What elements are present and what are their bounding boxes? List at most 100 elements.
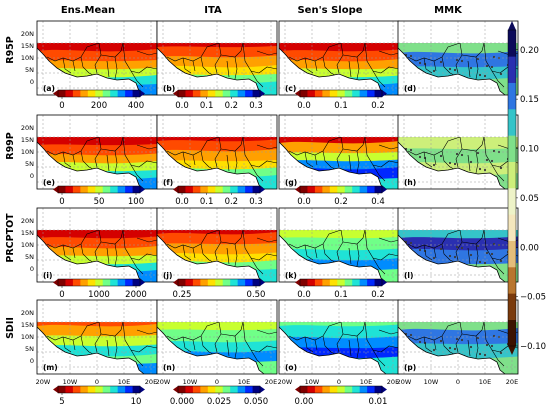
colorbar-tick-label: 0.0	[297, 101, 311, 111]
colorbar-tick-label: 0.000	[170, 397, 194, 407]
significance-dot	[432, 256, 436, 260]
country-borders	[166, 230, 277, 275]
panel-label: (f)	[163, 178, 173, 187]
significance-dot	[499, 72, 503, 76]
significance-dot	[453, 347, 457, 351]
significance-dot	[483, 353, 487, 357]
graticule	[37, 21, 157, 95]
significance-dot	[476, 57, 480, 61]
significance-dot	[453, 68, 457, 72]
colorbar-1-2: 0.0 0.2 0.4	[295, 185, 387, 207]
map-panel-0-0: (a) 20N 15N 10N 5N 0	[21, 20, 158, 96]
lon-tick-label: 20W	[278, 378, 293, 386]
significance-dot	[418, 248, 422, 252]
colorbar-tick-label: 0	[59, 197, 64, 207]
significance-dot	[432, 348, 436, 352]
row-title-prcptot: PRCPTOT	[5, 213, 16, 263]
significance-dot	[485, 343, 489, 347]
lat-tick-label: 10N	[21, 333, 34, 341]
coastline	[278, 326, 387, 375]
colorbar-tick-label: 0.00	[295, 397, 314, 407]
significance-dot	[439, 154, 443, 158]
map-panel-0-1: (b)	[156, 20, 278, 96]
significance-dot	[492, 242, 496, 246]
panel-label: (c)	[285, 84, 296, 93]
panel-label: (n)	[163, 363, 175, 372]
colorbar-tick-label: 2000	[125, 290, 147, 300]
lat-tick-label: 5N	[25, 160, 34, 168]
panel-label: (d)	[404, 84, 416, 93]
significance-dot	[483, 74, 487, 78]
panel-frame	[397, 20, 519, 96]
significance-dot	[439, 60, 443, 64]
significance-dot	[439, 247, 443, 251]
colorbar-1-0: 0 50 100	[53, 185, 145, 207]
colorbar-3-2: 0.00 0.01	[295, 385, 387, 407]
coastline	[156, 47, 265, 96]
mmk-colorbar-segment	[508, 82, 516, 110]
lat-tick-label: 20N	[21, 217, 34, 225]
coastline	[36, 326, 145, 375]
significance-dot	[418, 61, 422, 65]
panel-label: (b)	[163, 84, 175, 93]
significance-dot	[460, 246, 464, 250]
lon-tick-label: 10W	[63, 378, 78, 386]
col-title-sens-slope: Sen's Slope	[297, 5, 362, 16]
significance-dot	[485, 158, 489, 162]
map-panel-3-3: (p) 20W 10W 0 10E 20E	[397, 299, 519, 386]
panel-label: (g)	[285, 178, 297, 187]
colorbar-tick-label: 0.2	[225, 197, 239, 207]
colorbar-tick-label: 0.0	[175, 101, 189, 111]
lon-tick-label: 0	[215, 378, 219, 386]
panel-label: (i)	[43, 271, 52, 280]
colorbar-tick-label: 0.2	[371, 101, 385, 111]
lon-tick-label: 10E	[118, 378, 130, 386]
significance-dot	[476, 151, 480, 155]
significance-dot	[448, 67, 452, 71]
panel-label: (a)	[43, 84, 55, 93]
significance-dot	[418, 340, 422, 344]
country-borders	[46, 322, 157, 367]
lon-tick-label: 10E	[360, 378, 372, 386]
graticule	[37, 208, 157, 282]
lon-tick-label: 10W	[424, 378, 439, 386]
colorbar-tick-label: 0.0	[297, 290, 311, 300]
colorbar-tick-label: 0.50	[247, 290, 266, 300]
coastline	[278, 47, 387, 96]
significance-dot	[455, 245, 459, 249]
column-titles: Ens.Mean ITA Sen's Slope MMK	[61, 5, 463, 16]
mmk-colorbar-segment	[508, 30, 516, 57]
significance-dot	[478, 352, 482, 356]
significance-dot	[469, 160, 473, 164]
significance-dot	[453, 255, 457, 259]
coastline	[397, 47, 506, 96]
mmk-colorbar: 0.20 0.15 0.10 0.05 0.00 −0.05 −0.10	[507, 21, 546, 355]
significance-dot	[499, 351, 503, 355]
colorbar-tick-label: 0.3	[249, 197, 263, 207]
panel-frame	[397, 299, 519, 375]
significance-dot	[492, 334, 496, 338]
lat-tick-label: 5N	[25, 345, 34, 353]
map-panel-2-1: (j)	[156, 207, 278, 283]
graticule	[279, 208, 399, 282]
graticule	[157, 300, 277, 374]
colorbar-tick-label: 0.1	[334, 101, 348, 111]
significance-dot	[485, 64, 489, 68]
map-panel-1-0: (e) 20N 15N 10N 5N 0	[21, 114, 158, 190]
lon-tick-label: 20W	[397, 378, 412, 386]
panel-label: (e)	[43, 178, 55, 187]
map-panel-1-3: (h)	[397, 114, 519, 190]
colorbar-tick-label: 0.1	[334, 290, 348, 300]
mmk-colorbar-tick-label: −0.05	[520, 293, 546, 303]
significance-dot	[469, 253, 473, 257]
lon-tick-label: 20E	[265, 378, 277, 386]
panel-label: (l)	[404, 271, 413, 280]
lon-tick-label: 0	[337, 378, 341, 386]
mmk-colorbar-tick-label: 0.15	[520, 95, 539, 105]
significance-dot	[409, 54, 413, 58]
lat-tick-label: 20N	[21, 30, 34, 38]
colorbar-tick-label: 0.025	[207, 397, 231, 407]
significance-dot	[483, 168, 487, 172]
lat-tick-label: 10N	[21, 54, 34, 62]
